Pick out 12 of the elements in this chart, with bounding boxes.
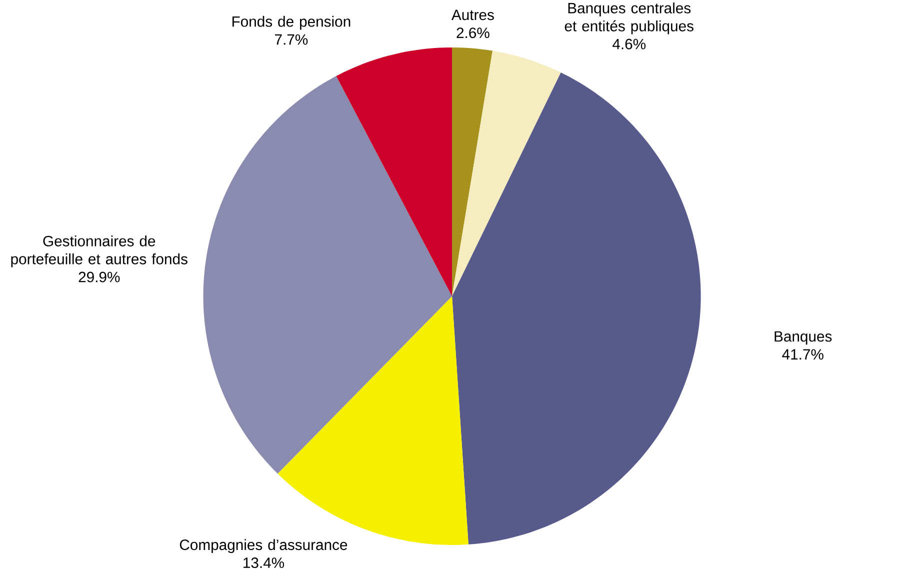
slice-label: Gestionnaires de portefeuille et autres fonds: [11, 236, 188, 268]
slice-label: Compagnies d’assurance: [180, 539, 348, 554]
data-label: 7.7%: [275, 34, 308, 45]
slice-label: Autres: [451, 10, 494, 20]
data-label: 2.6%: [456, 28, 490, 38]
slice-label: Banques centrales et entités publiques: [564, 2, 694, 35]
data-label: 4.6%: [612, 39, 646, 50]
data-label: 29.9%: [78, 272, 120, 283]
slice-label: Fonds de pension: [232, 16, 350, 30]
data-label: 41.7%: [782, 349, 824, 360]
slice-label: Banques: [774, 332, 832, 345]
data-label: 13.4%: [244, 558, 284, 568]
